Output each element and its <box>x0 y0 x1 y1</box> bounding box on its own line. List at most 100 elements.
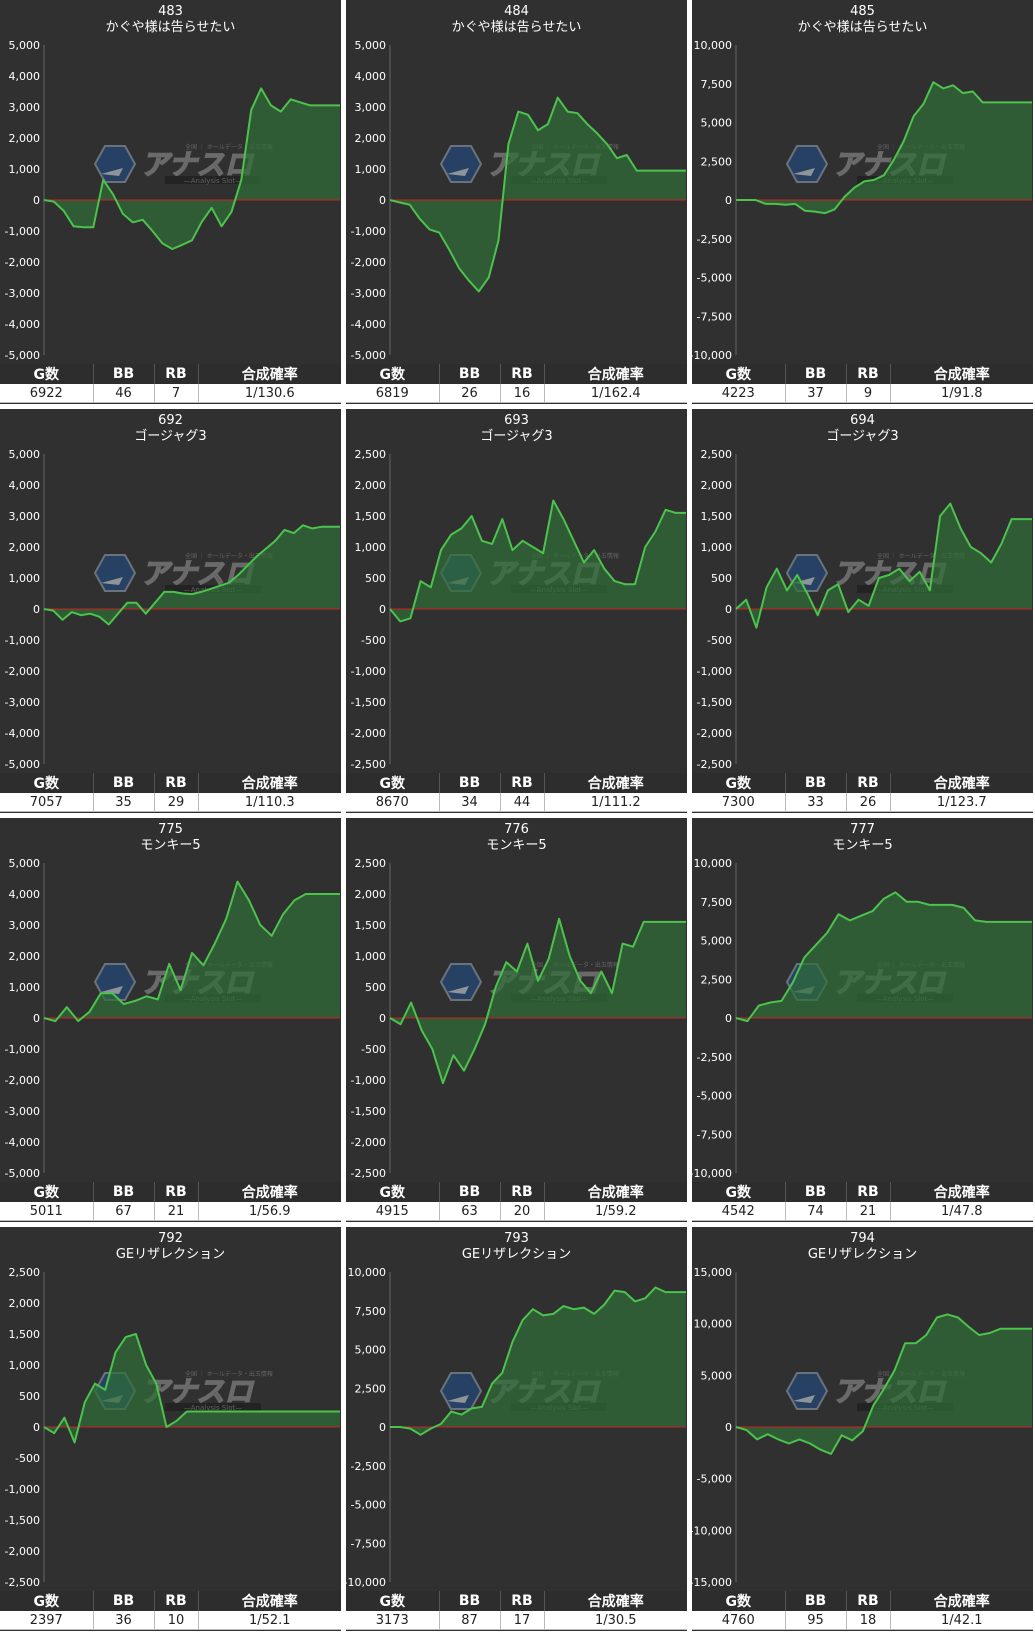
rate-value: 1/56.9 <box>198 1202 341 1221</box>
hexagon-icon <box>439 1372 483 1410</box>
y-tick-label: -2,000 <box>351 727 386 740</box>
rb-value: 9 <box>846 384 891 403</box>
games-value: 4223 <box>692 384 786 403</box>
swoosh-icon <box>793 1395 815 1403</box>
area-fill <box>736 82 1032 214</box>
y-tick-label: -5,000 <box>697 1090 732 1103</box>
y-tick-label: -10,000 <box>692 349 732 362</box>
y-tick-label: -1,000 <box>351 665 386 678</box>
y-tick-label: 0 <box>379 1012 386 1025</box>
rate-header: 合成確率 <box>198 364 341 384</box>
y-tick-label: 3,000 <box>355 101 387 114</box>
chart-header: 776 モンキー5 <box>346 822 687 854</box>
y-tick-label: -5,000 <box>5 1167 40 1180</box>
stats-table: G数 BB RB 合成確率 7057 35 29 1/110.3 <box>0 773 341 812</box>
y-tick-label: -1,000 <box>351 1074 386 1087</box>
y-tick-label: 5,000 <box>701 935 733 948</box>
y-tick-label: -2,000 <box>351 256 386 269</box>
chart-panel: 15,00010,0005,0000-5,000-10,000-15,000アナ… <box>692 1227 1033 1631</box>
rate-header: 合成確率 <box>198 773 341 793</box>
games-value: 6922 <box>0 384 94 403</box>
y-tick-label: 2,500 <box>701 448 733 461</box>
y-tick-label: -5,000 <box>351 1499 386 1512</box>
games-header: G数 <box>346 1182 440 1202</box>
stats-table: G数 BB RB 合成確率 4760 95 18 1/42.1 <box>692 1591 1033 1630</box>
y-tick-label: 7,500 <box>701 78 733 91</box>
y-tick-label: -1,000 <box>351 225 386 238</box>
watermark-sub-bar <box>165 1403 261 1411</box>
chart-svg: 5,000 4,000 3,000 2,000 1,000 0 -1,000 -2,000 -3… <box>351 39 687 362</box>
rate-value: 1/162.4 <box>544 384 687 403</box>
bb-value: 33 <box>785 793 847 812</box>
chart-svg: 5,000 4,000 3,000 2,000 1,000 0 -1,000 -2,000 -3… <box>5 448 341 771</box>
rate-header: 合成確率 <box>890 364 1033 384</box>
chart-subtitle: かぐや様は告らせたい <box>105 20 236 35</box>
y-tick-label: -2,500 <box>697 233 732 246</box>
rate-value: 1/123.7 <box>890 793 1033 812</box>
swoosh-icon <box>101 577 123 585</box>
chart-header: 777 モンキー5 <box>692 822 1033 854</box>
y-tick-label: 7,500 <box>701 896 733 909</box>
area-fill <box>390 97 686 292</box>
series-line <box>735 502 1032 629</box>
y-tick-label: 3,000 <box>9 919 41 932</box>
area-fill <box>736 1314 1032 1454</box>
rb-header: RB <box>846 1182 891 1202</box>
y-tick-label: 2,500 <box>355 1382 387 1395</box>
bb-header: BB <box>93 1591 155 1611</box>
y-tick-label: 2,500 <box>355 857 387 870</box>
games-value: 2397 <box>0 1611 94 1630</box>
y-tick-label: 500 <box>365 981 386 994</box>
chart-svg: 10,000 7,500 5,000 2,500 0 -2,500 -5,000 -7,500… <box>692 39 1033 362</box>
y-tick-label: -2,000 <box>5 256 40 269</box>
y-tick-label: 2,000 <box>9 950 41 963</box>
y-tick-label: 2,000 <box>701 479 733 492</box>
watermark-top-text: 全国 ｜ ホールデータ・出玉情報 <box>185 552 273 560</box>
y-tick-label: -500 <box>361 634 386 647</box>
rb-header: RB <box>500 364 545 384</box>
chart-title: 793 <box>504 1231 529 1246</box>
series-line <box>43 1333 340 1444</box>
rb-value: 26 <box>846 793 891 812</box>
chart-header: 483 かぐや様は告らせたい <box>0 4 341 36</box>
bb-header: BB <box>439 1182 501 1202</box>
chart-panel: 2,500 2,000 1,500 1,000 500 0 -500 -1,000 -1,500… <box>346 818 687 1222</box>
chart-header: 792 GEリザレクション <box>0 1231 341 1263</box>
chart-title: 776 <box>504 822 529 837</box>
area-fill <box>736 892 1032 1022</box>
y-tick-label: -1,500 <box>351 696 386 709</box>
y-tick-label: 5,000 <box>701 117 733 130</box>
y-tick-label: -2,000 <box>697 727 732 740</box>
rate-header: 合成確率 <box>198 1591 341 1611</box>
watermark-top-text: 全国 ｜ ホールデータ・出玉情報 <box>531 961 619 969</box>
y-tick-label: 3,000 <box>9 101 41 114</box>
games-header: G数 <box>0 364 94 384</box>
y-tick-label: -4,000 <box>5 727 40 740</box>
y-tick-label: -10,000 <box>692 1524 732 1537</box>
y-tick-label: 2,000 <box>9 132 41 145</box>
area-fill <box>390 500 686 622</box>
rate-value: 1/52.1 <box>198 1611 341 1630</box>
y-tick-label: -4,000 <box>351 318 386 331</box>
y-tick-label: -1,000 <box>697 665 732 678</box>
chart-header: 485 かぐや様は告らせたい <box>692 4 1033 36</box>
rate-header: 合成確率 <box>544 773 687 793</box>
rate-value: 1/47.8 <box>890 1202 1033 1221</box>
y-tick-label: 1,000 <box>355 541 387 554</box>
games-value: 8670 <box>346 793 440 812</box>
y-tick-label: -500 <box>707 634 732 647</box>
y-tick-label: 0 <box>33 194 40 207</box>
bb-value: 63 <box>439 1202 501 1221</box>
games-header: G数 <box>692 1182 786 1202</box>
bb-header: BB <box>785 773 847 793</box>
y-tick-label: -1,000 <box>5 634 40 647</box>
rb-value: 21 <box>154 1202 199 1221</box>
y-tick-label: -1,000 <box>5 225 40 238</box>
y-tick-label: -7,500 <box>697 1128 732 1141</box>
bb-header: BB <box>785 1182 847 1202</box>
y-tick-label: 1,000 <box>355 950 387 963</box>
swoosh-icon <box>447 986 469 994</box>
y-tick-label: 1,000 <box>9 981 41 994</box>
bb-value: 46 <box>93 384 155 403</box>
